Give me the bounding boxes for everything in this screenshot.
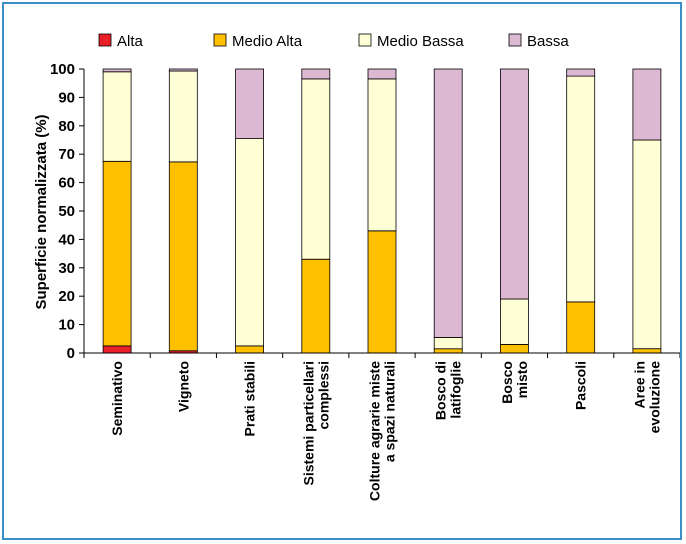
bar-segment-medio-alta-0 bbox=[102, 160, 132, 347]
bar-segment-bassa-7 bbox=[566, 68, 596, 77]
legend-label-medio-alta: Medio Alta bbox=[232, 33, 303, 50]
bar-segment-medio-bassa-5 bbox=[433, 336, 463, 350]
bar-segment-medio-alta-1 bbox=[168, 161, 198, 352]
x-category-label-3: complessi bbox=[315, 361, 331, 429]
y-tick-label: 90 bbox=[58, 89, 75, 106]
bar-segment-medio-alta-6 bbox=[499, 344, 529, 354]
y-axis: 0 10 20 30 40 50 60 70 80 90 100 bbox=[50, 61, 85, 362]
legend-swatch-medio-bassa bbox=[358, 33, 372, 47]
x-category-label-3: Sistemi particellari bbox=[300, 361, 316, 486]
bar-segment-medio-bassa-8 bbox=[632, 139, 662, 350]
bar-segment-medio-bassa-1 bbox=[168, 70, 198, 163]
y-tick-label: 100 bbox=[50, 61, 75, 78]
legend: Alta Medio Alta Medio Bassa Bassa bbox=[98, 33, 569, 50]
bar-segment-medio-alta-5 bbox=[433, 348, 463, 354]
x-category-label-2: Prati stabili bbox=[242, 361, 258, 436]
plot-area bbox=[102, 68, 662, 354]
bar-segment-medio-alta-7 bbox=[566, 301, 596, 354]
x-category-label-5: Bosco di bbox=[433, 361, 449, 420]
bar-segment-medio-bassa-7 bbox=[566, 75, 596, 303]
y-tick-label: 40 bbox=[58, 231, 75, 248]
legend-swatch-alta bbox=[98, 33, 112, 47]
bar-segment-medio-bassa-6 bbox=[499, 298, 529, 345]
x-axis: Seminativo Vigneto Prati stabili Sistemi pa… bbox=[83, 352, 680, 501]
y-tick-label: 50 bbox=[58, 203, 75, 220]
bar-segment-bassa-8 bbox=[632, 68, 662, 141]
bar-segment-alta-0 bbox=[102, 345, 132, 354]
bar-segment-medio-alta-2 bbox=[235, 345, 265, 354]
legend-label-bassa: Bassa bbox=[527, 33, 569, 50]
y-tick-label: 30 bbox=[58, 260, 75, 277]
x-category-label-6: Bosco bbox=[499, 361, 515, 404]
x-category-label-8: Aree in bbox=[631, 361, 647, 408]
y-tick-label: 70 bbox=[58, 146, 75, 163]
stacked-bar-chart: Alta Medio Alta Medio Bassa Bassa 0 10 20 30 40… bbox=[33, 33, 680, 501]
bar-segment-medio-bassa-3 bbox=[301, 78, 331, 260]
bar-segment-bassa-4 bbox=[367, 68, 397, 80]
x-category-label-8: evoluzione bbox=[646, 361, 662, 434]
bar-segment-medio-alta-4 bbox=[367, 230, 397, 354]
y-tick-label: 20 bbox=[58, 288, 75, 305]
legend-swatch-bassa bbox=[508, 33, 522, 47]
y-tick-label: 60 bbox=[58, 175, 75, 192]
bar-segment-bassa-6 bbox=[499, 68, 529, 300]
y-tick-label: 0 bbox=[67, 345, 75, 362]
x-category-label-7: Pascoli bbox=[573, 361, 589, 410]
bar-segment-bassa-3 bbox=[301, 68, 331, 80]
x-category-label-6: misto bbox=[514, 361, 530, 398]
legend-label-medio-bassa: Medio Bassa bbox=[377, 33, 464, 50]
bar-segment-medio-bassa-2 bbox=[235, 138, 265, 347]
y-tick-label: 80 bbox=[58, 118, 75, 135]
bar-segment-medio-alta-3 bbox=[301, 258, 331, 354]
bar-segment-bassa-5 bbox=[433, 68, 463, 338]
x-category-label-0: Seminativo bbox=[109, 361, 125, 436]
bar-segment-bassa-2 bbox=[235, 68, 265, 139]
bar-segment-bassa-1 bbox=[168, 68, 198, 72]
x-category-label-4: a spazi naturali bbox=[382, 361, 398, 462]
legend-label-alta: Alta bbox=[117, 33, 144, 50]
x-category-label-5: latifoglie bbox=[448, 361, 464, 419]
bar-segment-medio-bassa-0 bbox=[102, 71, 132, 162]
x-category-label-1: Vigneto bbox=[175, 361, 191, 412]
y-tick-label: 10 bbox=[58, 317, 75, 334]
y-axis-label: Superficie normalizzata (%) bbox=[33, 114, 50, 309]
bar-segment-medio-alta-8 bbox=[632, 348, 662, 354]
bar-segment-bassa-0 bbox=[102, 68, 132, 73]
x-category-label-4: Colture agrarie miste bbox=[367, 361, 383, 501]
legend-swatch-medio-alta bbox=[213, 33, 227, 47]
bar-segment-medio-bassa-4 bbox=[367, 78, 397, 232]
